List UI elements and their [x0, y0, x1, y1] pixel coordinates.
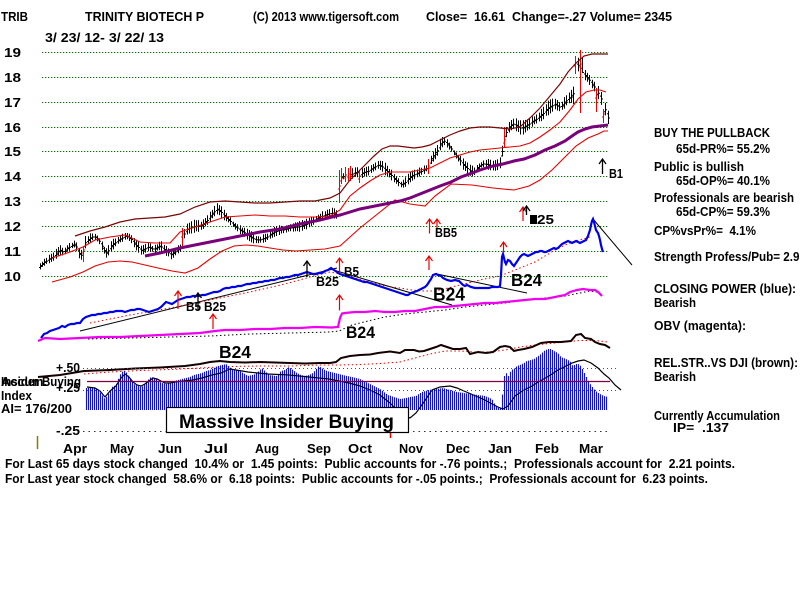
svg-text:REL.STR..VS DJI (brown):: REL.STR..VS DJI (brown):	[654, 356, 798, 370]
svg-text:IP= .137: IP= .137	[673, 421, 729, 435]
svg-text:BUY THE PULLBACK: BUY THE PULLBACK	[654, 126, 770, 140]
svg-text:For Last year stock changed 5: For Last year stock changed 58.6% or 6.1…	[5, 472, 708, 486]
svg-text:Apr: Apr	[63, 441, 87, 456]
svg-text:CP%vsPr%= 4.1%: CP%vsPr%= 4.1%	[654, 224, 756, 238]
svg-text:11: 11	[4, 244, 21, 259]
svg-text:10: 10	[4, 269, 21, 284]
svg-text:For Last 65 days stock changed: For Last 65 days stock changed 10.4% or …	[5, 457, 735, 471]
svg-text:BB5: BB5	[435, 225, 457, 240]
svg-text:B24: B24	[433, 284, 466, 305]
svg-text:25: 25	[537, 212, 554, 227]
svg-text:(C) 2013 www.tigersoft.com: (C) 2013 www.tigersoft.com	[253, 9, 399, 24]
svg-text:Jun: Jun	[158, 441, 182, 456]
svg-text:B5: B5	[344, 264, 359, 279]
svg-text:B25: B25	[204, 299, 226, 314]
svg-text:14: 14	[4, 169, 22, 184]
svg-text:+.50: +.50	[56, 360, 80, 375]
svg-text:B24: B24	[511, 270, 542, 290]
svg-text:Bearish: Bearish	[654, 296, 696, 310]
svg-text:3/ 23/ 12- 3/ 22/ 13: 3/ 23/ 12- 3/ 22/ 13	[45, 30, 164, 45]
svg-text:Feb: Feb	[535, 441, 559, 456]
svg-text:Oct: Oct	[348, 441, 373, 456]
svg-text:May: May	[110, 441, 135, 456]
svg-text:13: 13	[4, 194, 21, 209]
svg-text:Jan: Jan	[488, 441, 512, 456]
svg-text:B25: B25	[316, 274, 339, 289]
svg-text:Insider Buying: Insider Buying	[1, 374, 81, 389]
svg-text:Currently Accumulation: Currently Accumulation	[654, 409, 780, 423]
svg-text:AI= 176/200: AI= 176/200	[1, 401, 72, 416]
svg-text:Dec: Dec	[446, 441, 470, 456]
svg-text:Index: Index	[1, 388, 33, 403]
svg-text:12: 12	[4, 219, 21, 234]
svg-text:OBV (magenta):: OBV (magenta):	[654, 319, 746, 333]
svg-text:Massive Insider Buying: Massive Insider Buying	[179, 412, 394, 433]
svg-text:Bearish: Bearish	[654, 370, 696, 384]
svg-text:B1: B1	[609, 166, 623, 181]
svg-text:18: 18	[4, 70, 21, 85]
svg-text:65d-PR%= 55.2%: 65d-PR%= 55.2%	[676, 142, 770, 156]
svg-text:Jul: Jul	[204, 441, 228, 456]
svg-text:B24: B24	[346, 323, 376, 342]
svg-text:15: 15	[4, 144, 21, 159]
svg-text:65d-CP%= 59.3%: 65d-CP%= 59.3%	[676, 205, 770, 219]
svg-text:-.25: -.25	[56, 423, 80, 438]
svg-text:Strength Profess/Pub= 2.95: Strength Profess/Pub= 2.95	[654, 250, 800, 264]
svg-text:Mar: Mar	[579, 441, 603, 456]
svg-text:TRINITY BIOTECH P: TRINITY BIOTECH P	[85, 9, 204, 24]
svg-text:Close= 16.61 Change=-.27 Vol: Close= 16.61 Change=-.27 Volume= 2345	[426, 9, 672, 24]
svg-text:Aug: Aug	[255, 441, 279, 456]
svg-text:TRIB: TRIB	[1, 9, 28, 24]
svg-text:CLOSING POWER (blue):: CLOSING POWER (blue):	[654, 282, 796, 296]
svg-text:Public is bullish: Public is bullish	[654, 160, 744, 174]
svg-text:Nov: Nov	[399, 441, 424, 456]
svg-text:B5: B5	[186, 299, 201, 314]
svg-text:Accum.: Accum.	[1, 374, 47, 389]
svg-text:19: 19	[4, 45, 21, 60]
svg-text:Professionals are bearish: Professionals are bearish	[654, 191, 794, 205]
svg-text:Sep: Sep	[307, 441, 331, 456]
svg-text:+.25: +.25	[56, 380, 80, 395]
svg-text:16: 16	[4, 120, 21, 135]
svg-text:17: 17	[4, 95, 21, 110]
svg-text:B24: B24	[219, 342, 251, 362]
svg-text:65d-OP%= 40.1%: 65d-OP%= 40.1%	[676, 174, 770, 188]
